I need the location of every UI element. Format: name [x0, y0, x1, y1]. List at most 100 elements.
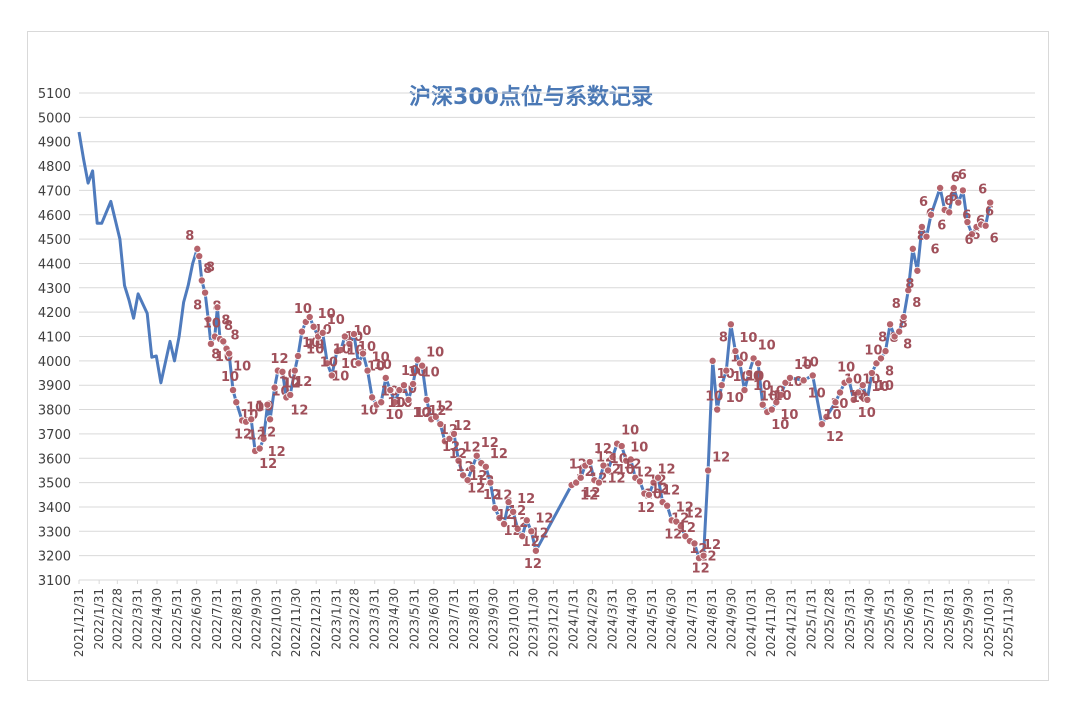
data-label: 10: [294, 302, 312, 317]
y-tick-label: 4200: [38, 306, 71, 321]
data-point: [359, 349, 368, 358]
data-point: [390, 398, 399, 407]
data-point: [193, 244, 202, 253]
data-label: 6: [990, 232, 999, 247]
data-point: [486, 478, 495, 487]
data-point: [608, 453, 617, 462]
data-point: [349, 330, 358, 339]
data-point: [649, 478, 658, 487]
data-point: [399, 381, 408, 390]
x-tick-label: 2024/9/30: [724, 588, 738, 650]
data-point: [749, 354, 758, 363]
x-tick-label: 2022/1/31: [92, 588, 106, 650]
data-point: [776, 390, 785, 399]
data-label: 10: [331, 369, 349, 384]
data-label: 12: [623, 458, 641, 473]
data-point: [704, 466, 713, 475]
data-label: 8: [899, 317, 908, 332]
data-point: [500, 519, 509, 528]
data-point: [418, 361, 427, 370]
data-label: 12: [449, 447, 467, 462]
data-point: [395, 386, 404, 395]
x-tick-label: 2024/1/31: [567, 588, 581, 650]
data-point: [454, 456, 463, 465]
data-point: [740, 386, 749, 395]
x-tick-label: 2022/6/30: [190, 588, 204, 650]
data-point: [767, 405, 776, 414]
data-point: [404, 395, 413, 404]
data-label: 12: [569, 458, 587, 473]
data-label: 12: [481, 436, 499, 451]
data-point: [981, 221, 990, 230]
data-label: 6: [962, 209, 971, 224]
y-tick-label: 4800: [38, 160, 71, 175]
data-point: [297, 327, 306, 336]
data-point: [259, 434, 268, 443]
data-point: [247, 415, 256, 424]
data-point: [229, 386, 238, 395]
data-label: 12: [678, 521, 696, 536]
data-label: 8: [221, 313, 230, 328]
data-label: 10: [233, 360, 251, 375]
data-label: 10: [746, 369, 764, 384]
data-label: 12: [635, 465, 653, 480]
data-point: [867, 369, 876, 378]
data-point: [255, 444, 264, 453]
data-label: 12: [662, 484, 680, 499]
y-tick-label: 3200: [38, 550, 71, 565]
data-point: [386, 386, 395, 395]
data-point: [336, 345, 345, 354]
data-label: 12: [651, 482, 669, 497]
data-point: [745, 369, 754, 378]
data-label: 12: [535, 511, 553, 526]
data-label: 10: [726, 391, 744, 406]
data-point: [409, 379, 418, 388]
x-tick-label: 2023/3/31: [368, 588, 382, 650]
x-tick-label: 2025/7/31: [922, 588, 936, 650]
data-label: 10: [387, 396, 405, 411]
data-label: 8: [719, 330, 728, 345]
data-point: [726, 320, 735, 329]
data-point: [654, 473, 663, 482]
data-label: 6: [930, 243, 939, 258]
y-tick-label: 4700: [38, 184, 71, 199]
y-tick-label: 3800: [38, 404, 71, 419]
data-label: 12: [594, 442, 612, 457]
data-label: 12: [467, 481, 485, 496]
x-tick-label: 2023/9/30: [487, 588, 501, 650]
data-label: 6: [958, 168, 967, 183]
x-tick-label: 2022/11/30: [289, 588, 303, 657]
data-label: 10: [794, 358, 812, 373]
data-label: 10: [630, 441, 648, 456]
data-label: 10: [385, 408, 403, 423]
x-tick-label: 2022/3/31: [130, 588, 144, 650]
data-point: [201, 288, 210, 297]
data-label: 10: [621, 424, 639, 439]
data-point: [899, 313, 908, 322]
data-label: 12: [517, 492, 535, 507]
data-label: 12: [442, 440, 460, 455]
data-label: 12: [453, 419, 471, 434]
data-point: [599, 461, 608, 470]
x-tick-label: 2025/5/31: [882, 588, 896, 650]
x-tick-label: 2025/10/31: [982, 588, 996, 657]
x-tick-label: 2025/6/30: [902, 588, 916, 650]
y-tick-label: 3300: [38, 525, 71, 540]
data-point: [377, 398, 386, 407]
x-tick-label: 2022/2/28: [110, 588, 124, 650]
data-label: 6: [978, 183, 987, 198]
data-point: [213, 303, 222, 312]
y-tick-label: 4400: [38, 257, 71, 272]
data-point: [876, 354, 885, 363]
data-point: [323, 359, 332, 368]
x-tick-label: 2022/8/31: [230, 588, 244, 650]
data-point: [772, 398, 781, 407]
data-label: 10: [753, 379, 771, 394]
data-label: 10: [876, 379, 894, 394]
data-point: [949, 183, 958, 192]
data-point: [822, 412, 831, 421]
data-point: [585, 457, 594, 466]
data-label: 10: [353, 324, 371, 339]
data-point: [663, 501, 672, 510]
